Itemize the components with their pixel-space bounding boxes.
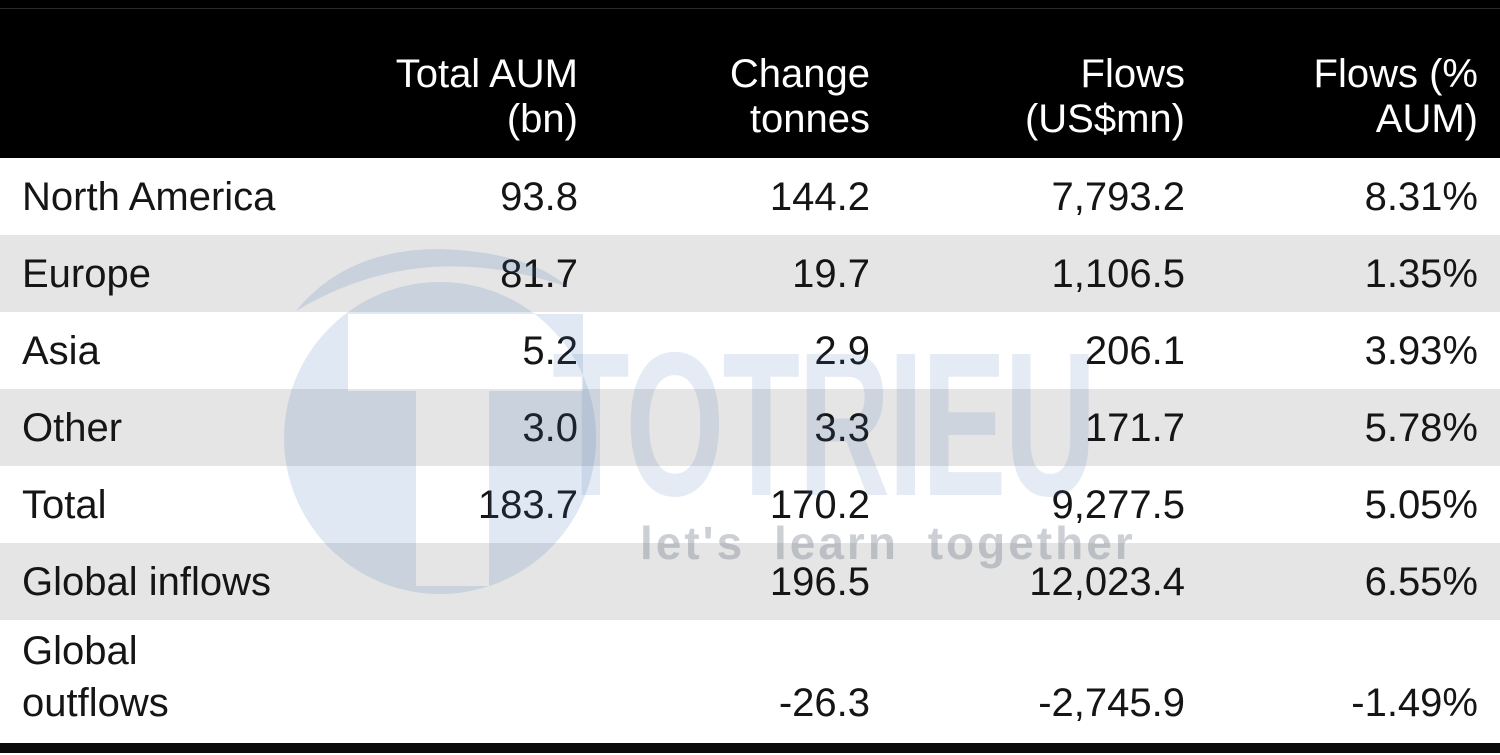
table-row-total: Total 183.7 170.2 9,277.5 5.05% [0, 466, 1500, 543]
cell-pct: 3.93% [1364, 328, 1478, 373]
cell-tonnes: 144.2 [769, 174, 870, 219]
row-label: Other [22, 405, 123, 450]
row-label: Global inflows [22, 559, 272, 604]
row-label: Asia [22, 328, 100, 373]
table-row-europe: Europe 81.7 19.7 1,106.5 1.35% [0, 235, 1500, 312]
row-label: Europe [22, 251, 151, 296]
row-label: Global outflows [22, 629, 169, 725]
cell-flows: 1,106.5 [1051, 251, 1185, 296]
cell-flows: 171.7 [1084, 405, 1185, 450]
cell-tonnes: 19.7 [792, 251, 870, 296]
table-row-global-inflows: Global inflows 196.5 12,023.4 6.55% [0, 543, 1500, 620]
table-row-asia: Asia 5.2 2.9 206.1 3.93% [0, 312, 1500, 389]
cell-aum: 93.8 [500, 174, 578, 219]
cell-pct: 8.31% [1364, 174, 1478, 219]
cell-pct: -1.49% [1351, 681, 1478, 725]
cell-pct: 5.05% [1364, 482, 1478, 527]
cell-aum: 183.7 [477, 482, 578, 527]
table-row-global-outflows: Global outflows -26.3 -2,745.9 -1.49% [0, 620, 1500, 743]
cell-pct: 1.35% [1364, 251, 1478, 296]
cell-flows: 9,277.5 [1051, 482, 1185, 527]
cell-tonnes: 170.2 [769, 482, 870, 527]
header-cell-total-aum: Total AUM (bn) [395, 52, 578, 141]
header-cell-change-tonnes: Change tonnes [729, 52, 870, 141]
cell-flows: 12,023.4 [1029, 559, 1185, 604]
cell-flows: -2,745.9 [1038, 681, 1185, 725]
cell-pct: 6.55% [1364, 559, 1478, 604]
cell-aum: 5.2 [522, 328, 578, 373]
cell-flows: 7,793.2 [1051, 174, 1185, 219]
cell-tonnes: -26.3 [778, 681, 870, 725]
header-cell-flows-pct: Flows (% AUM) [1313, 52, 1478, 141]
table-row-other: Other 3.0 3.3 171.7 5.78% [0, 389, 1500, 466]
row-label: Total [22, 482, 107, 527]
table-header-row: Total AUM (bn) Change tonnes Flows (US$m… [0, 0, 1500, 158]
table-bottom-border [0, 743, 1500, 753]
header-cell-flows-usd: Flows (US$mn) [1024, 52, 1185, 141]
cell-pct: 5.78% [1364, 405, 1478, 450]
table-row-north-america: North America 93.8 144.2 7,793.2 8.31% [0, 158, 1500, 235]
cell-tonnes: 2.9 [814, 328, 870, 373]
cell-aum: 81.7 [500, 251, 578, 296]
cell-flows: 206.1 [1084, 328, 1185, 373]
row-label: North America [22, 174, 276, 219]
cell-tonnes: 3.3 [814, 405, 870, 450]
cell-aum: 3.0 [522, 405, 578, 450]
cell-tonnes: 196.5 [769, 559, 870, 604]
